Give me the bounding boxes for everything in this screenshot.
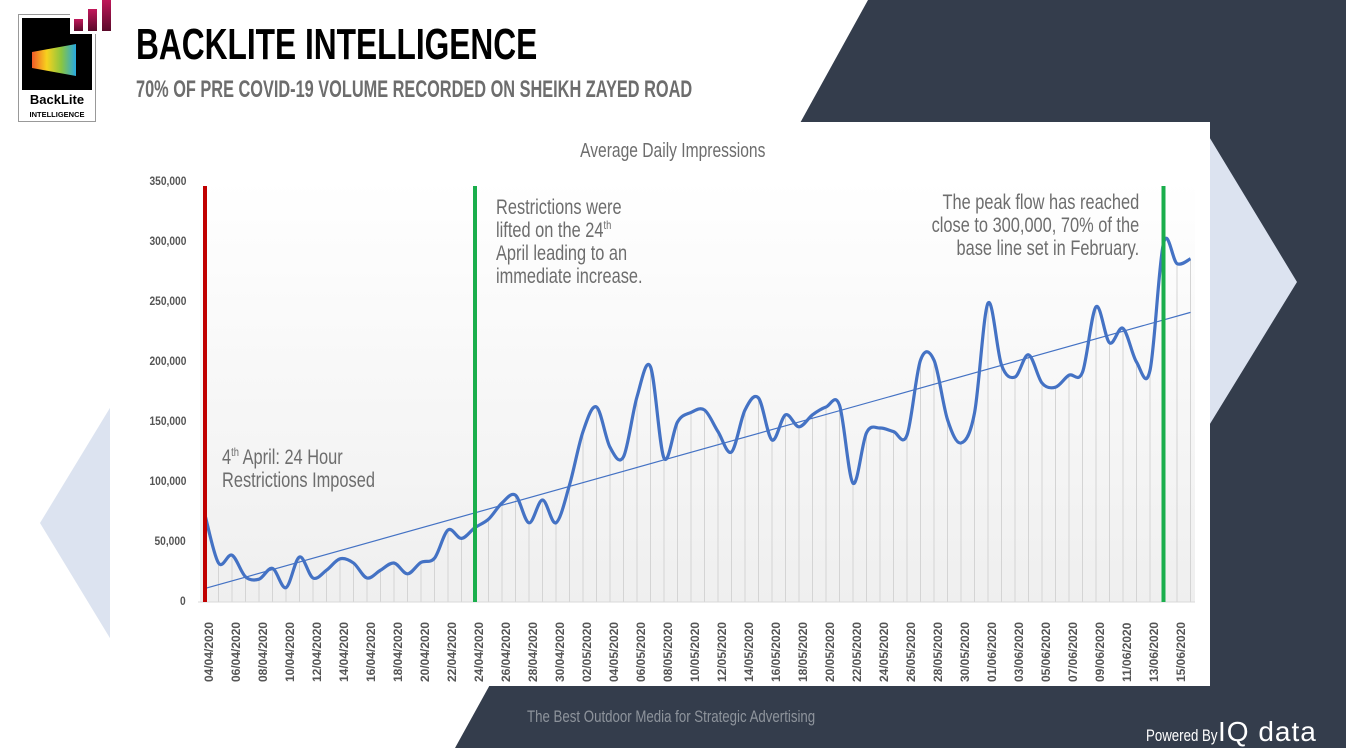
x-tick-label: 13/06/2020	[1147, 621, 1161, 682]
plot-area	[200, 180, 1195, 602]
x-tick-label: 16/05/2020	[769, 621, 783, 682]
x-tick-label: 20/04/2020	[418, 621, 432, 682]
y-tick-label: 200,000	[149, 354, 186, 368]
right-arrow-shape	[1205, 130, 1297, 432]
x-tick-label: 04/04/2020	[202, 621, 216, 682]
x-tick-label: 07/06/2020	[1066, 621, 1080, 682]
footer-tagline: The Best Outdoor Media for Strategic Adv…	[527, 707, 816, 726]
x-tick-label: 26/05/2020	[904, 621, 918, 682]
y-tick-label: 150,000	[149, 414, 186, 428]
x-tick-label: 26/04/2020	[499, 621, 513, 682]
x-tick-label: 08/05/2020	[661, 621, 675, 682]
x-tick-label: 03/06/2020	[1012, 621, 1026, 682]
logo-subtitle: INTELLIGENCE	[29, 110, 85, 119]
y-tick-label: 50,000	[154, 534, 186, 548]
page-title: BACKLITE INTELLIGENCE	[136, 20, 538, 69]
x-tick-label: 14/05/2020	[742, 621, 756, 682]
x-tick-label: 22/04/2020	[445, 621, 459, 682]
chart-title: Average Daily Impressions	[580, 140, 766, 162]
x-tick-label: 01/06/2020	[985, 621, 999, 682]
backlite-logo: BackLite INTELLIGENCE	[18, 0, 116, 122]
x-tick-label: 09/06/2020	[1093, 621, 1107, 682]
x-tick-label: 18/04/2020	[391, 621, 405, 682]
x-tick-label: 06/04/2020	[229, 621, 243, 682]
left-arrow-shape	[40, 370, 133, 676]
bar-chart-icon	[70, 0, 116, 34]
x-tick-label: 30/04/2020	[553, 621, 567, 682]
x-tick-label: 11/06/2020	[1120, 622, 1134, 682]
x-tick-label: 12/05/2020	[715, 621, 729, 682]
x-tick-label: 30/05/2020	[958, 621, 972, 682]
powered-by-label: Powered By	[1146, 726, 1218, 745]
page-subtitle: 70% OF PRE COVID-19 VOLUME RECORDED ON S…	[136, 76, 693, 103]
x-tick-label: 22/05/2020	[850, 621, 864, 682]
iq-data-logo: IQ data	[1218, 716, 1317, 747]
x-tick-label: 14/04/2020	[337, 621, 351, 682]
annotation-peak-flow: The peak flow has reached close to 300,0…	[931, 191, 1139, 260]
annotation-restrictions-imposed: 4th April: 24 Hour Restrictions Imposed	[222, 445, 375, 492]
series-line	[203, 236, 1192, 590]
x-tick-label: 02/05/2020	[580, 621, 594, 682]
x-tick-label: 12/04/2020	[310, 621, 324, 682]
x-tick-label: 15/06/2020	[1174, 621, 1188, 682]
x-tick-label: 24/05/2020	[877, 621, 891, 682]
x-tick-label: 20/05/2020	[823, 621, 837, 682]
x-tick-label: 06/05/2020	[634, 621, 648, 682]
x-tick-label: 10/04/2020	[283, 621, 297, 682]
x-tick-label: 28/05/2020	[931, 621, 945, 682]
logo-name: BackLite	[29, 92, 85, 107]
x-tick-label: 08/04/2020	[256, 621, 270, 682]
x-tick-label: 18/05/2020	[796, 621, 810, 682]
y-tick-label: 100,000	[149, 474, 186, 488]
x-tick-label: 10/05/2020	[688, 621, 702, 682]
y-tick-label: 350,000	[149, 174, 186, 188]
annotation-restrictions-lifted: Restrictions were lifted on the 24th Apr…	[496, 196, 643, 288]
y-tick-label: 300,000	[149, 234, 186, 248]
x-tick-label: 24/04/2020	[472, 621, 486, 682]
x-tick-label: 16/04/2020	[364, 621, 378, 682]
y-tick-label: 250,000	[149, 294, 186, 308]
x-tick-label: 04/05/2020	[607, 621, 621, 682]
y-tick-label: 0	[180, 594, 186, 608]
x-tick-label: 28/04/2020	[526, 621, 540, 682]
x-tick-label: 05/06/2020	[1039, 621, 1053, 682]
